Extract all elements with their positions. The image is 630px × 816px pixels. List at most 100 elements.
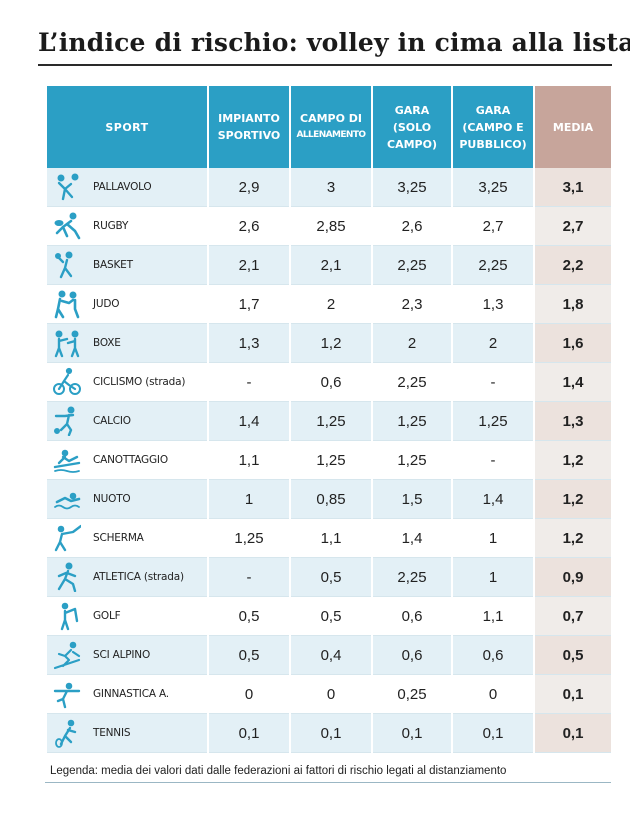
sport-name: CALCIO [93, 415, 131, 427]
sport-label-group: SCI ALPINO [53, 636, 207, 674]
media-value: 1,2 [535, 519, 611, 558]
gara-campo-value: 2,3 [373, 285, 451, 324]
sport-name: SCI ALPINO [93, 649, 151, 661]
header-gara-pubblico: GARA (CAMPO E PUBBLICO) [453, 86, 533, 168]
table-row: CANOTTAGGIO 1,1 1,25 1,25-1,2 [47, 441, 611, 480]
impianto-value: 1,3 [209, 324, 289, 363]
sport-cell: BOXE [47, 324, 207, 363]
gymnastics-icon [53, 682, 81, 709]
running-icon [57, 562, 77, 592]
sport-label-group: ATLETICA (strada) [53, 558, 207, 596]
impianto-value: 2,9 [209, 168, 289, 207]
impianto-value: 1,1 [209, 441, 289, 480]
media-value: 1,2 [535, 441, 611, 480]
table-row: GINNASTICA A. 0 0 0,25 0 0,1 [47, 675, 611, 714]
impianto-value: 0,5 [209, 636, 289, 675]
campo-value: 0,85 [291, 480, 371, 519]
sport-name: NUOTO [93, 493, 131, 505]
sport-name: RUGBY [93, 220, 129, 232]
sport-cell: ATLETICA (strada) [47, 558, 207, 597]
sport-label-group: TENNIS [53, 714, 207, 752]
header-gara-campo-line: GARA [394, 103, 430, 117]
sport-label-group: CICLISMO (strada) [53, 363, 207, 401]
campo-value: 0,5 [291, 597, 371, 636]
table-row: TENNIS 0,1 0,1 0,1 0,1 0,1 [47, 714, 611, 753]
sport-label-group: RUGBY [53, 207, 207, 245]
sport-label-group: CALCIO [53, 402, 207, 440]
media-value: 0,1 [535, 714, 611, 753]
header-gara-pubblico-line: PUBBLICO) [459, 137, 527, 151]
sport-cell: GINNASTICA A. [47, 675, 207, 714]
sport-cell: JUDO [47, 285, 207, 324]
sport-cell: CICLISMO (strada) [47, 363, 207, 402]
table-row: JUDO 1,7 2 2,3 1,3 1,8 [47, 285, 611, 324]
title-divider [38, 64, 612, 66]
table-row: NUOTO 1 0,85 1,5 1,4 1,2 [47, 480, 611, 519]
gara-campo-value: 2,6 [373, 207, 451, 246]
header-sport: SPORT [47, 86, 207, 168]
gara-campo-value: 2 [373, 324, 451, 363]
gara-campo-value: 0,1 [373, 714, 451, 753]
gara-pubblico-value: - [453, 441, 533, 480]
gara-pubblico-value: 1,25 [453, 402, 533, 441]
header-gara-campo-line: (SOLO [392, 120, 432, 134]
rugby-icon [54, 212, 81, 240]
gara-pubblico-value: 1 [453, 519, 533, 558]
header-impianto-line: SPORTIVO [217, 129, 281, 142]
sport-label-group: GOLF [53, 597, 207, 635]
campo-value: 0,5 [291, 558, 371, 597]
campo-value: 2 [291, 285, 371, 324]
table-body: PALLAVOLO 2,9 3 3,25 3,25 3,1 RUGBY 2,6 2,85 2,6 2… [47, 168, 611, 753]
sport-cell: NUOTO [47, 480, 207, 519]
media-value: 0,9 [535, 558, 611, 597]
media-value: 1,3 [535, 402, 611, 441]
tennis-icon [55, 719, 77, 748]
campo-value: 0 [291, 675, 371, 714]
sport-label-group: BOXE [53, 324, 207, 362]
table-row: ATLETICA (strada) -0,5 2,25 1 0,9 [47, 558, 611, 597]
sport-cell: CANOTTAGGIO [47, 441, 207, 480]
media-value: 2,2 [535, 246, 611, 285]
media-value: 1,4 [535, 363, 611, 402]
media-value: 1,8 [535, 285, 611, 324]
sport-name: SCHERMA [93, 532, 144, 544]
page-title: L’indice di rischio: volley in cima alla… [38, 28, 630, 57]
sport-label-group: SCHERMA [53, 519, 207, 557]
impianto-value: 1,4 [209, 402, 289, 441]
sport-label-group: GINNASTICA A. [53, 675, 207, 713]
header-campo-line: ALLENAMENTO [296, 130, 367, 140]
campo-value: 2,85 [291, 207, 371, 246]
sport-label-group: BASKET [53, 246, 207, 284]
campo-value: 1,2 [291, 324, 371, 363]
table-row: CALCIO 1,4 1,25 1,25 1,25 1,3 [47, 402, 611, 441]
gara-campo-value: 1,5 [373, 480, 451, 519]
sport-name: PALLAVOLO [93, 181, 152, 193]
impianto-value: 1 [209, 480, 289, 519]
sport-name: TENNIS [93, 727, 131, 739]
sport-cell: SCHERMA [47, 519, 207, 558]
sport-name: GINNASTICA A. [93, 688, 169, 700]
media-value: 1,6 [535, 324, 611, 363]
gara-pubblico-value: 1,3 [453, 285, 533, 324]
header-gara-campo-line: CAMPO) [387, 137, 437, 151]
gara-pubblico-value: 0,1 [453, 714, 533, 753]
gara-campo-value: 1,25 [373, 441, 451, 480]
header-gara-pubblico-line: GARA [475, 103, 511, 117]
header-impianto-line: IMPIANTO [218, 112, 280, 125]
sport-cell: BASKET [47, 246, 207, 285]
judo-icon [54, 290, 80, 319]
gara-campo-value: 3,25 [373, 168, 451, 207]
gara-pubblico-value: 0,6 [453, 636, 533, 675]
sport-name: CICLISMO (strada) [93, 376, 186, 388]
table-row: BOXE 1,3 1,2 2 2 1,6 [47, 324, 611, 363]
header-impianto: IMPIANTO SPORTIVO [209, 86, 289, 168]
gara-campo-value: 1,25 [373, 402, 451, 441]
rowing-icon [53, 449, 81, 473]
impianto-value: 0,5 [209, 597, 289, 636]
table-row: BASKET 2,1 2,1 2,25 2,25 2,2 [47, 246, 611, 285]
sport-cell: SCI ALPINO [47, 636, 207, 675]
header-campo-line: CAMPO DI [300, 112, 362, 125]
table-row: SCI ALPINO 0,5 0,4 0,6 0,6 0,5 [47, 636, 611, 675]
sport-cell: TENNIS [47, 714, 207, 753]
